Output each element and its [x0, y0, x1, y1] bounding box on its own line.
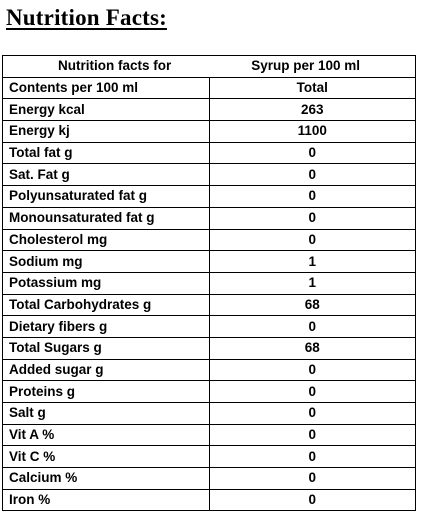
nutrient-label: Iron %	[2, 488, 210, 512]
column-header-row: Contents per 100 ml Total	[2, 76, 416, 100]
table-row: Energy kcal 263	[2, 98, 416, 122]
nutrient-value: 0	[208, 423, 416, 447]
nutrient-value: 1	[208, 250, 416, 273]
nutrient-value: 0	[208, 185, 416, 208]
nutrient-value: 1	[208, 271, 416, 295]
table-row: Vit A % 0	[2, 423, 416, 447]
table-header-suffix: Syrup per 100 ml	[251, 58, 361, 74]
table-row: Potassium mg 1	[2, 271, 416, 295]
nutrient-value: 0	[208, 445, 416, 469]
table-row: Total Sugars g 68	[2, 336, 416, 360]
table-header-prefix: Nutrition facts for	[57, 58, 172, 74]
nutrient-label: Sat. Fat g	[2, 163, 210, 187]
nutrient-label: Polyunsaturated fat g	[2, 185, 210, 208]
column-header-label: Contents per 100 ml	[2, 76, 210, 100]
table-row: Cholesterol mg 0	[2, 228, 416, 252]
nutrient-value: 1100	[208, 120, 416, 143]
nutrient-label: Total Sugars g	[2, 336, 210, 360]
table-row: Iron % 0	[2, 488, 416, 512]
nutrient-label: Added sugar g	[2, 358, 210, 382]
nutrient-label: Salt g	[2, 402, 210, 425]
nutrient-value: 263	[208, 98, 416, 122]
nutrient-label: Potassium mg	[2, 271, 210, 295]
nutrition-table: Nutrition facts for Syrup per 100 ml Cont…	[2, 55, 416, 512]
nutrient-label: Total fat g	[2, 141, 210, 165]
table-row: Sodium mg 1	[2, 250, 416, 273]
nutrient-value: 0	[208, 141, 416, 165]
nutrient-label: Total Carbohydrates g	[2, 293, 210, 317]
nutrient-value: 68	[208, 336, 416, 360]
nutrient-label: Cholesterol mg	[2, 228, 210, 252]
table-header-cell: Nutrition facts for Syrup per 100 ml	[2, 55, 416, 78]
nutrient-value: 68	[208, 293, 416, 317]
nutrient-value: 0	[208, 163, 416, 187]
nutrient-label: Energy kj	[2, 120, 210, 143]
nutrient-value: 0	[208, 206, 416, 230]
nutrient-value: 0	[208, 358, 416, 382]
table-row: Calcium % 0	[2, 467, 416, 490]
page-title: Nutrition Facts:	[6, 5, 167, 30]
nutrient-value: 0	[208, 467, 416, 490]
nutrient-label: Sodium mg	[2, 250, 210, 273]
nutrient-label: Proteins g	[2, 380, 210, 403]
nutrient-value: 0	[208, 228, 416, 252]
table-row: Energy kj 1100	[2, 120, 416, 143]
nutrient-label: Vit A %	[2, 423, 210, 447]
nutrient-label: Dietary fibers g	[2, 315, 210, 338]
nutrient-label: Monounsaturated fat g	[2, 206, 210, 230]
nutrient-label: Energy kcal	[2, 98, 210, 122]
table-body: Nutrition facts for Syrup per 100 ml Cont…	[2, 55, 416, 512]
nutrient-label: Calcium %	[2, 467, 210, 490]
table-header-row: Nutrition facts for Syrup per 100 ml	[2, 55, 416, 78]
nutrient-value: 0	[208, 315, 416, 338]
nutrient-label: Vit C %	[2, 445, 210, 469]
nutrient-value: 0	[208, 488, 416, 512]
table-row: Total Carbohydrates g 68	[2, 293, 416, 317]
nutrient-value: 0	[208, 380, 416, 403]
nutrient-value: 0	[208, 402, 416, 425]
column-header-value: Total	[208, 76, 416, 100]
table-row: Vit C % 0	[2, 445, 416, 469]
